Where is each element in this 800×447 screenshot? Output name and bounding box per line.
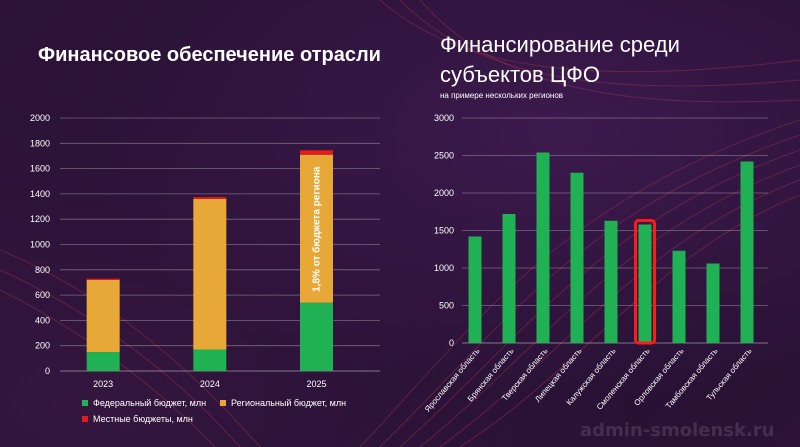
left-y-tick-label: 1600 (30, 164, 50, 174)
left-chart-legend: Федеральный бюджет, млн Региональный бюдж… (82, 398, 382, 430)
left-y-tick-label: 1400 (30, 189, 50, 199)
right-bar-highlight (634, 219, 656, 345)
right-y-tick-label: 500 (439, 301, 454, 311)
right-y-tick-label: 1000 (434, 263, 454, 273)
legend-swatch (82, 416, 88, 422)
right-bar (672, 250, 686, 343)
left-bar-segment (86, 352, 120, 371)
right-bar (468, 236, 482, 343)
legend-item: Региональный бюджет, млн (220, 398, 346, 408)
left-bar-segment (193, 349, 227, 371)
left-y-tick-label: 800 (35, 265, 50, 275)
left-x-tick-label: 2025 (306, 379, 326, 389)
left-x-tick-label: 2023 (93, 379, 113, 389)
left-bar-segment (193, 198, 227, 350)
left-y-tick-label: 1000 (30, 240, 50, 250)
left-bar-segment (86, 278, 120, 280)
left-y-tick-label: 1200 (30, 214, 50, 224)
left-bar-segment (300, 150, 333, 155)
left-bar-segment (300, 154, 333, 303)
left-x-tick-label: 2024 (200, 379, 220, 389)
left-chart-title: Финансовое обеспечение отрасли (38, 44, 381, 66)
right-y-tick-label: 2500 (434, 151, 454, 161)
legend-item: Местные бюджеты, млн (82, 414, 193, 424)
left-y-tick-label: 2000 (30, 113, 50, 123)
legend-label: Региональный бюджет, млн (231, 398, 347, 408)
right-bar (638, 224, 652, 343)
right-bar (570, 172, 584, 343)
right-bar (740, 161, 754, 343)
legend-label: Федеральный бюджет, млн (93, 398, 207, 408)
left-y-tick-label: 600 (35, 290, 50, 300)
left-y-tick-label: 400 (35, 315, 50, 325)
left-bar-segment (86, 279, 120, 353)
legend-swatch (82, 400, 88, 406)
left-bar-segment (300, 302, 333, 371)
left-y-tick-label: 200 (35, 341, 50, 351)
right-y-tick-label: 3000 (434, 113, 454, 123)
right-y-tick-label: 0 (449, 338, 454, 348)
right-y-tick-label: 2000 (434, 188, 454, 198)
right-chart-title: Финансирование среди субъектов ЦФО (440, 32, 680, 87)
legend-swatch (220, 400, 227, 406)
watermark: admin-smolensk.ru (580, 420, 775, 441)
left-bar-segment (193, 197, 227, 199)
right-bar (536, 152, 550, 343)
right-chart-subtitle: на примере нескольких регионов (440, 91, 564, 100)
legend-label: Местные бюджеты, млн (93, 414, 193, 424)
right-x-tick-label: Ярославская область (423, 347, 481, 414)
legend-item: Федеральный бюджет, млн (82, 398, 206, 408)
right-bar (706, 263, 720, 343)
left-bar-annotation: 1,8% от бюджета региона (311, 166, 323, 292)
left-y-tick-label: 1800 (30, 138, 50, 148)
left-y-tick-label: 0 (45, 366, 50, 376)
right-bar (604, 220, 618, 343)
right-y-tick-label: 1500 (434, 226, 454, 236)
right-bar (502, 214, 516, 343)
